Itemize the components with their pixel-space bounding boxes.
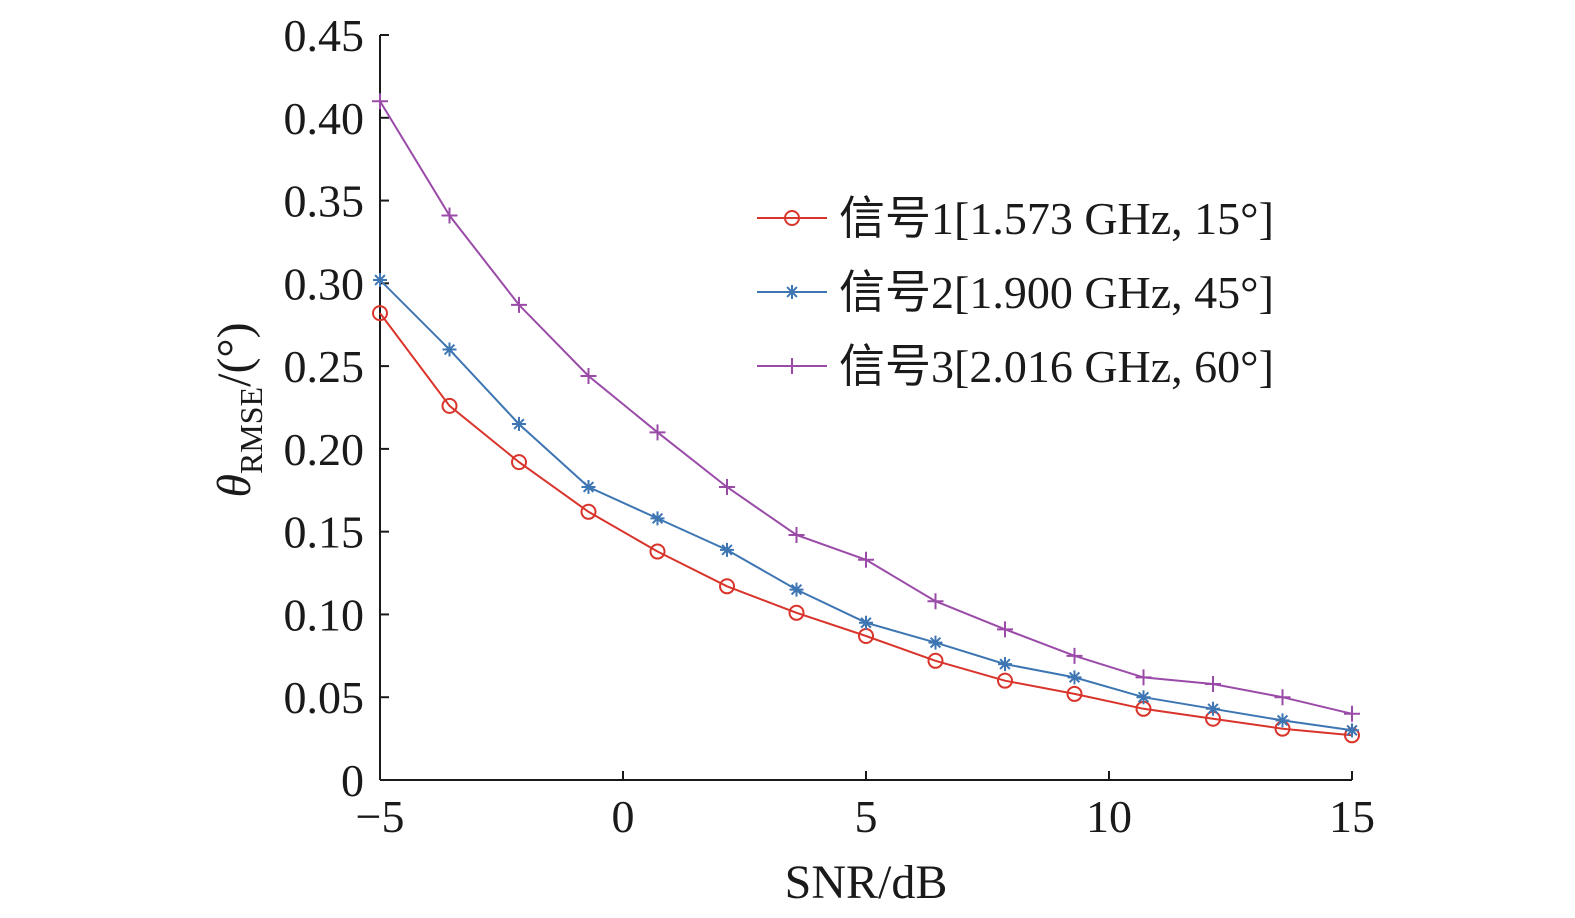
series-3-point	[1344, 705, 1360, 722]
series-2-point	[789, 582, 804, 597]
series-3-point	[441, 207, 458, 224]
series-3-point	[1066, 647, 1083, 664]
series-2-point	[650, 511, 665, 526]
axes	[379, 35, 1352, 781]
y-tick-label: 0.30	[284, 258, 365, 309]
series-3-point	[719, 478, 736, 495]
y-axis-title: θRMSE/(°)	[208, 322, 269, 497]
legend-label: 信号3[2.016 GHz, 60°]	[839, 341, 1274, 392]
y-tick-label: 0.20	[284, 424, 365, 475]
legend-item-3: 信号3[2.016 GHz, 60°]	[757, 341, 1274, 392]
x-tick-label: 15	[1329, 791, 1375, 842]
series-3-point	[996, 621, 1013, 638]
series-3-point	[649, 424, 666, 441]
y-axis-title-unit: /(°)	[208, 322, 261, 387]
y-tick-label: 0.05	[284, 672, 365, 723]
series-1-point	[996, 672, 1013, 689]
series-2-point	[1275, 713, 1290, 728]
legend-item-1: 信号1[1.573 GHz, 15°]	[757, 193, 1274, 244]
series-2-point	[997, 657, 1012, 672]
x-tick-label: 5	[855, 791, 878, 842]
series-3	[372, 93, 1360, 722]
y-axis-title-symbol: θ	[208, 474, 261, 498]
series-3-point	[858, 551, 874, 568]
legend-label: 信号1[1.573 GHz, 15°]	[839, 193, 1274, 244]
series-group	[372, 93, 1360, 744]
y-tick-label: 0.15	[284, 507, 365, 558]
series-3-point	[580, 368, 597, 385]
y-tick-label: 0.35	[284, 176, 365, 227]
series-2-point	[442, 342, 457, 357]
series-2-point	[373, 273, 387, 288]
legend-label: 信号2[1.900 GHz, 45°]	[839, 267, 1274, 318]
series-3-point	[1135, 669, 1152, 686]
series-1-point	[719, 578, 736, 595]
x-tick-label: −5	[356, 791, 405, 842]
series-2-point	[581, 479, 596, 494]
series-2-point	[511, 417, 526, 432]
legend: 信号1[1.573 GHz, 15°] 信号2[1.900 GHz, 45°] 信号…	[757, 193, 1274, 392]
series-1-point	[649, 543, 666, 560]
x-axis-title: SNR/dB	[785, 856, 948, 909]
series-2	[373, 273, 1359, 738]
y-tick-label: 0	[341, 755, 364, 806]
legend-marker	[784, 358, 800, 374]
series-1-point	[788, 604, 805, 621]
series-1-point	[580, 503, 597, 520]
y-tick-label: 0.10	[284, 589, 365, 640]
series-3-point	[788, 526, 805, 543]
series-3-point	[1205, 675, 1221, 692]
legend-marker	[784, 210, 800, 226]
series-2-point	[720, 542, 735, 557]
series-1-point	[372, 305, 388, 322]
series-3-point	[1274, 689, 1291, 706]
series-2-point	[1206, 701, 1220, 716]
y-tick-label: 0.45	[284, 10, 365, 61]
series-2-point	[1067, 670, 1082, 685]
y-axis-title-subscript: RMSE	[233, 387, 269, 474]
series-2-point	[859, 615, 873, 630]
series-3-point	[927, 593, 944, 610]
series-1-point	[441, 397, 458, 414]
series-2-point	[1345, 723, 1359, 738]
series-2-point	[1136, 690, 1151, 705]
series-1-point	[927, 652, 944, 669]
x-ticks: −5 0 5 10 15	[356, 771, 1375, 842]
y-tick-label: 0.25	[284, 341, 365, 392]
series-1-point	[1066, 685, 1083, 702]
legend-marker	[785, 285, 799, 299]
y-ticks: 0 0.05 0.10 0.15 0.20 0.25 0.30 0.35 0.40 0.45	[284, 10, 389, 806]
series-1-line	[379, 312, 1353, 737]
series-1-point	[510, 454, 527, 471]
legend-item-2: 信号2[1.900 GHz, 45°]	[757, 267, 1274, 318]
x-tick-label: 0	[612, 791, 635, 842]
y-tick-label: 0.40	[284, 93, 365, 144]
series-2-point	[928, 635, 943, 650]
x-tick-label: 10	[1086, 791, 1132, 842]
series-3-point	[510, 296, 527, 313]
series-3-point	[372, 93, 388, 110]
